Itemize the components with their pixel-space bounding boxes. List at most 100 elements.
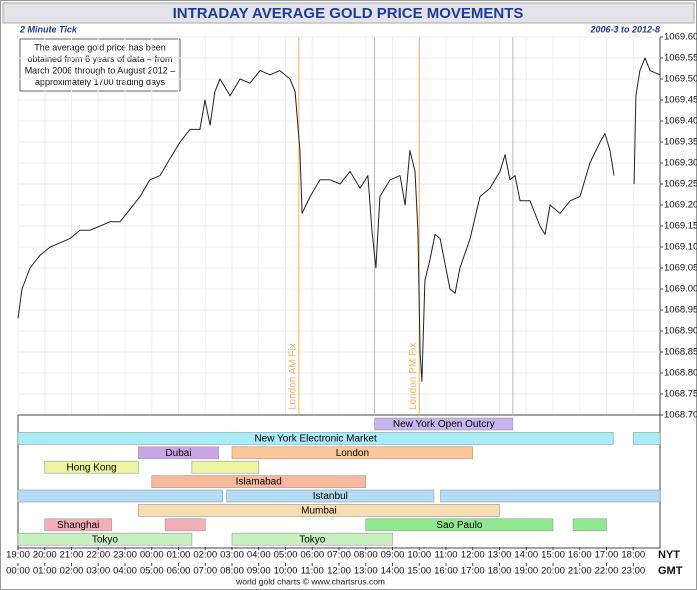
event-label: London PM Fix: [408, 343, 419, 410]
x-tick-label: 21:00: [60, 550, 84, 561]
x-tick-label: 04:00: [113, 566, 137, 577]
session-label: Dubai: [165, 448, 191, 459]
x-tick-label: 04:00: [247, 550, 271, 561]
session-bar: [164, 518, 206, 532]
x-axis-label: NYT: [658, 549, 680, 561]
session-bar: [151, 475, 367, 488]
x-tick-label: 22:00: [86, 550, 110, 561]
x-tick-label: 12:00: [327, 566, 351, 577]
y-tick-label: 1069.10: [664, 242, 697, 253]
y-tick-label: 1069.00: [664, 284, 697, 295]
x-tick-label: 03:00: [86, 566, 110, 577]
x-tick-label: 08:00: [354, 550, 378, 561]
session-bar: [138, 446, 219, 460]
x-tick-label: 05:00: [274, 550, 298, 561]
y-tick-label: 1069.05: [664, 263, 697, 274]
x-tick-label: 22:00: [595, 566, 619, 577]
y-tick-label: 1068.90: [664, 326, 697, 337]
session-bar: [365, 518, 554, 532]
y-tick-label: 1069.45: [664, 95, 697, 106]
session-label: Mumbai: [301, 506, 337, 517]
price-line: [633, 57, 661, 185]
y-tick-label: 1069.15: [664, 221, 697, 232]
session-bar: [44, 460, 139, 474]
x-tick-label: 08:00: [220, 566, 244, 577]
y-tick-label: 1069.35: [664, 137, 697, 148]
x-tick-label: 19:00: [514, 566, 538, 577]
x-axis-label: GMT: [658, 565, 683, 577]
session-label: London: [336, 448, 369, 459]
session-bar: [17, 432, 614, 445]
x-tick-label: 10:00: [407, 550, 431, 561]
x-tick-label: 13:00: [354, 566, 378, 577]
x-tick-label: 21:00: [568, 566, 592, 577]
y-tick-label: 1068.75: [664, 389, 697, 400]
session-label: Islamabad: [236, 477, 282, 488]
session-label: New York Electronic Market: [254, 434, 376, 445]
session-bar: [632, 432, 661, 445]
x-tick-label: 23:00: [113, 550, 137, 561]
title-bar: [2, 2, 695, 24]
subtitle-right: 2006-3 to 2012-8: [589, 24, 660, 34]
x-tick-label: 06:00: [167, 566, 191, 577]
x-tick-label: 18:00: [488, 566, 512, 577]
price-line: [17, 70, 615, 382]
x-tick-label: 17:00: [461, 566, 485, 577]
session-bar: [44, 518, 112, 532]
session-bar: [231, 532, 393, 546]
session-bar: [374, 417, 514, 431]
y-tick-label: 1068.85: [664, 347, 697, 358]
session-bar: [226, 489, 435, 503]
y-tick-label: 1069.20: [664, 200, 697, 211]
annotation-line: approximately 1700 trading days: [35, 77, 166, 87]
y-tick-label: 1069.30: [664, 158, 697, 169]
x-tick-label: 02:00: [60, 566, 84, 577]
session-bar: [17, 489, 223, 503]
x-tick-label: 16:00: [434, 566, 458, 577]
x-tick-label: 20:00: [541, 566, 565, 577]
x-tick-label: 01:00: [33, 566, 57, 577]
footer: world gold charts © www.chartsrus.com: [235, 576, 385, 586]
x-tick-label: 10:00: [274, 566, 298, 577]
chart-title: INTRADAY AVERAGE GOLD PRICE MOVEMENTS: [173, 5, 524, 22]
x-tick-label: 02:00: [193, 550, 217, 561]
session-label: New York Open Outcry: [393, 419, 495, 430]
annotation-line: March 2006 through to August 2012 –: [25, 65, 176, 75]
annotation-box: [19, 38, 181, 92]
annotation-line: obtained from 6 years of data – from: [27, 54, 172, 64]
x-tick-label: 13:00: [488, 550, 512, 561]
session-label: Istanbul: [313, 491, 348, 502]
x-tick-label: 01:00: [167, 550, 191, 561]
x-tick-label: 12:00: [461, 550, 485, 561]
session-label: Tokyo: [92, 534, 119, 545]
x-tick-label: 00:00: [6, 566, 30, 577]
x-tick-label: 07:00: [193, 566, 217, 577]
x-tick-label: 11:00: [434, 550, 457, 561]
event-label: London AM Fix: [288, 343, 299, 410]
session-label: Sao Paulo: [436, 520, 483, 531]
annotation-line: The average gold price has been: [34, 42, 166, 52]
y-tick-label: 1068.80: [664, 368, 697, 379]
x-tick-label: 09:00: [381, 550, 405, 561]
x-tick-label: 18:00: [621, 550, 645, 561]
x-tick-label: 23:00: [621, 566, 645, 577]
session-label: Shanghai: [57, 520, 99, 531]
session-label: Hong Kong: [67, 462, 117, 473]
session-bar: [440, 489, 661, 503]
y-tick-label: 1069.25: [664, 179, 697, 190]
x-tick-label: 07:00: [327, 550, 351, 561]
x-tick-label: 11:00: [301, 566, 324, 577]
x-tick-label: 15:00: [541, 550, 565, 561]
y-tick-label: 1069.60: [664, 32, 697, 43]
x-tick-label: 05:00: [140, 566, 164, 577]
session-bar: [138, 504, 500, 517]
subtitle-left: 2 Minute Tick: [19, 24, 78, 34]
session-bar: [231, 446, 474, 460]
x-tick-label: 06:00: [300, 550, 324, 561]
x-tick-label: 17:00: [595, 550, 619, 561]
x-tick-label: 19:00: [6, 550, 30, 561]
session-bar: [572, 518, 607, 532]
x-tick-label: 00:00: [140, 550, 164, 561]
y-tick-label: 1068.70: [664, 410, 697, 421]
